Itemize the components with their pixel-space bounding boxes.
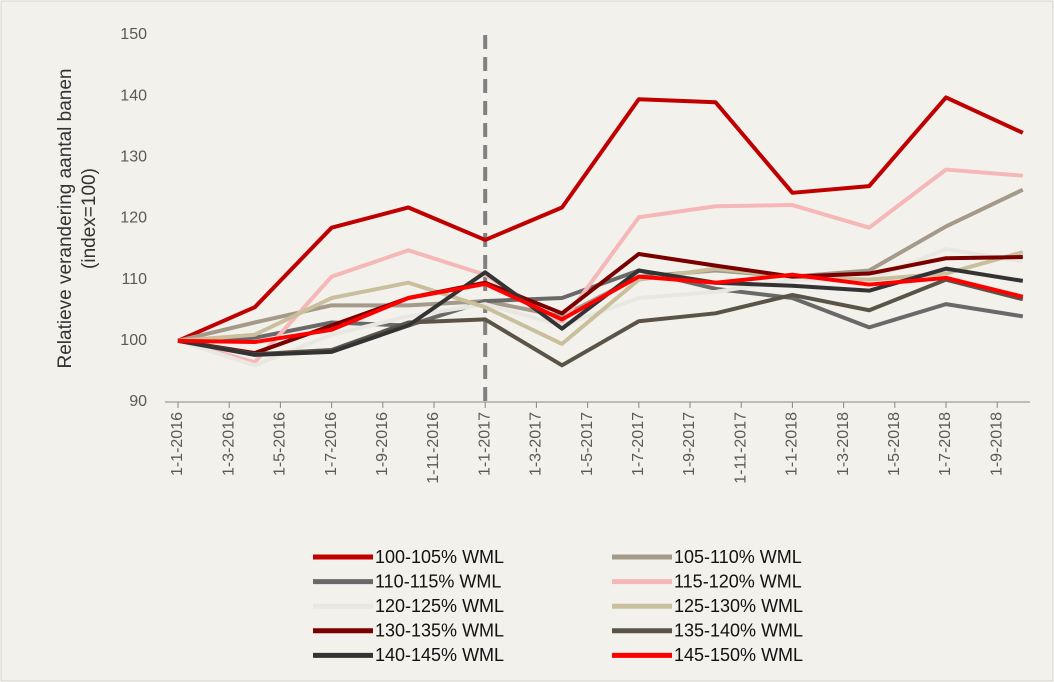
series-line [177, 95, 1024, 343]
x-tick-label: 1-3-2017 [528, 412, 545, 476]
y-tick-label: 110 [121, 271, 147, 288]
series-line [177, 167, 1023, 365]
x-tick-label: 1-5-2018 [886, 412, 903, 476]
x-tick-label: 1-7-2017 [630, 412, 647, 476]
legend-label: 100-105% WML [375, 547, 504, 567]
x-tick-label: 1-3-2018 [835, 412, 852, 476]
y-tick-label: 90 [129, 393, 147, 410]
y-axis-title: (index=100) [79, 168, 100, 269]
y-tick-label: 130 [120, 149, 147, 166]
y-tick-label: 150 [120, 26, 147, 43]
x-tick-label: 1-7-2016 [323, 412, 340, 476]
x-tick-label: 1-7-2018 [937, 412, 954, 476]
y-tick-label: 100 [120, 332, 147, 349]
x-tick-label: 1-11-2017 [732, 412, 749, 484]
x-tick-label: 1-11-2016 [425, 412, 442, 484]
y-axis-title: Relatieve verandering aantal banen [55, 69, 76, 369]
x-tick-label: 1-1-2017 [476, 412, 493, 476]
series-line [177, 250, 1024, 346]
legend-label: 135-140% WML [674, 621, 803, 641]
x-tick-label: 1-9-2017 [681, 412, 698, 476]
legend-label: 125-130% WML [674, 596, 803, 616]
x-tick-label: 1-5-2016 [272, 412, 289, 476]
legend-label: 115-120% WML [674, 571, 802, 591]
y-tick-label: 140 [120, 87, 147, 104]
x-tick-label: 1-5-2017 [579, 412, 596, 476]
legend-label: 145-150% WML [674, 645, 803, 665]
legend-label: 110-115% WML [375, 571, 501, 591]
series-line [177, 272, 1024, 345]
x-tick-label: 1-9-2016 [374, 412, 391, 476]
legend-label: 130-135% WML [375, 621, 504, 641]
y-tick-label: 120 [120, 210, 147, 227]
x-tick-label: 1-1-2018 [784, 412, 801, 476]
x-tick-label: 1-9-2018 [988, 412, 1005, 476]
legend-label: 140-145% WML [375, 645, 504, 665]
legend-label: 105-110% WML [674, 547, 802, 567]
legend-label: 120-125% WML [375, 596, 504, 616]
x-tick-label: 1-1-2016 [169, 412, 186, 476]
x-tick-label: 1-3-2016 [220, 412, 237, 476]
